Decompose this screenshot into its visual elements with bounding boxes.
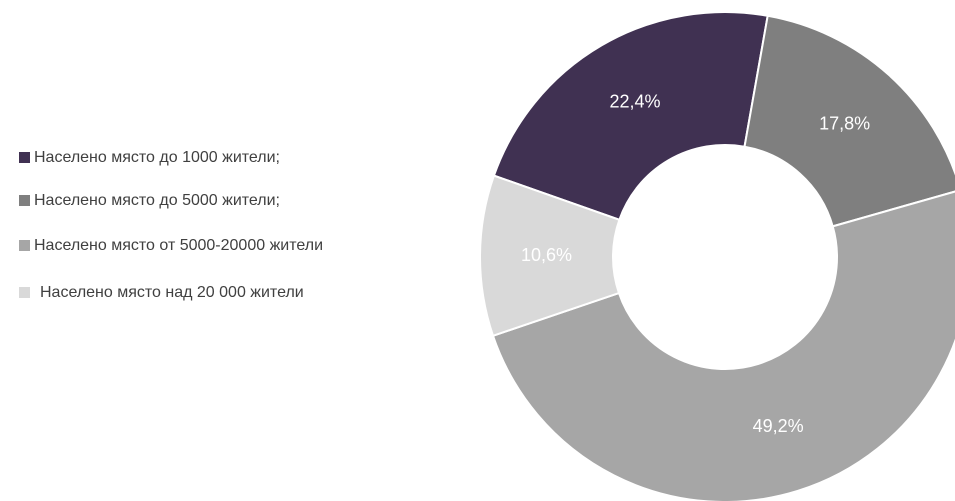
data-label: 17,8% — [819, 113, 870, 133]
legend-label: Населено място от 5000-20000 жители — [34, 237, 323, 254]
donut-segment — [491, 190, 955, 501]
donut-segment — [492, 11, 769, 222]
legend-label: Населено място до 5000 жители; — [34, 192, 280, 209]
legend-label: Населено място над 20 000 жители — [40, 284, 304, 301]
legend-label: Населено място до 1000 жители; — [34, 149, 280, 166]
data-label: 49,2% — [753, 416, 804, 436]
data-label: 22,4% — [609, 92, 660, 112]
donut-segment — [479, 174, 621, 338]
legend-swatch — [19, 240, 30, 251]
legend-swatch — [19, 152, 30, 163]
legend-swatch — [19, 195, 30, 206]
data-label: 10,6% — [521, 245, 572, 265]
legend-swatch — [19, 287, 30, 298]
